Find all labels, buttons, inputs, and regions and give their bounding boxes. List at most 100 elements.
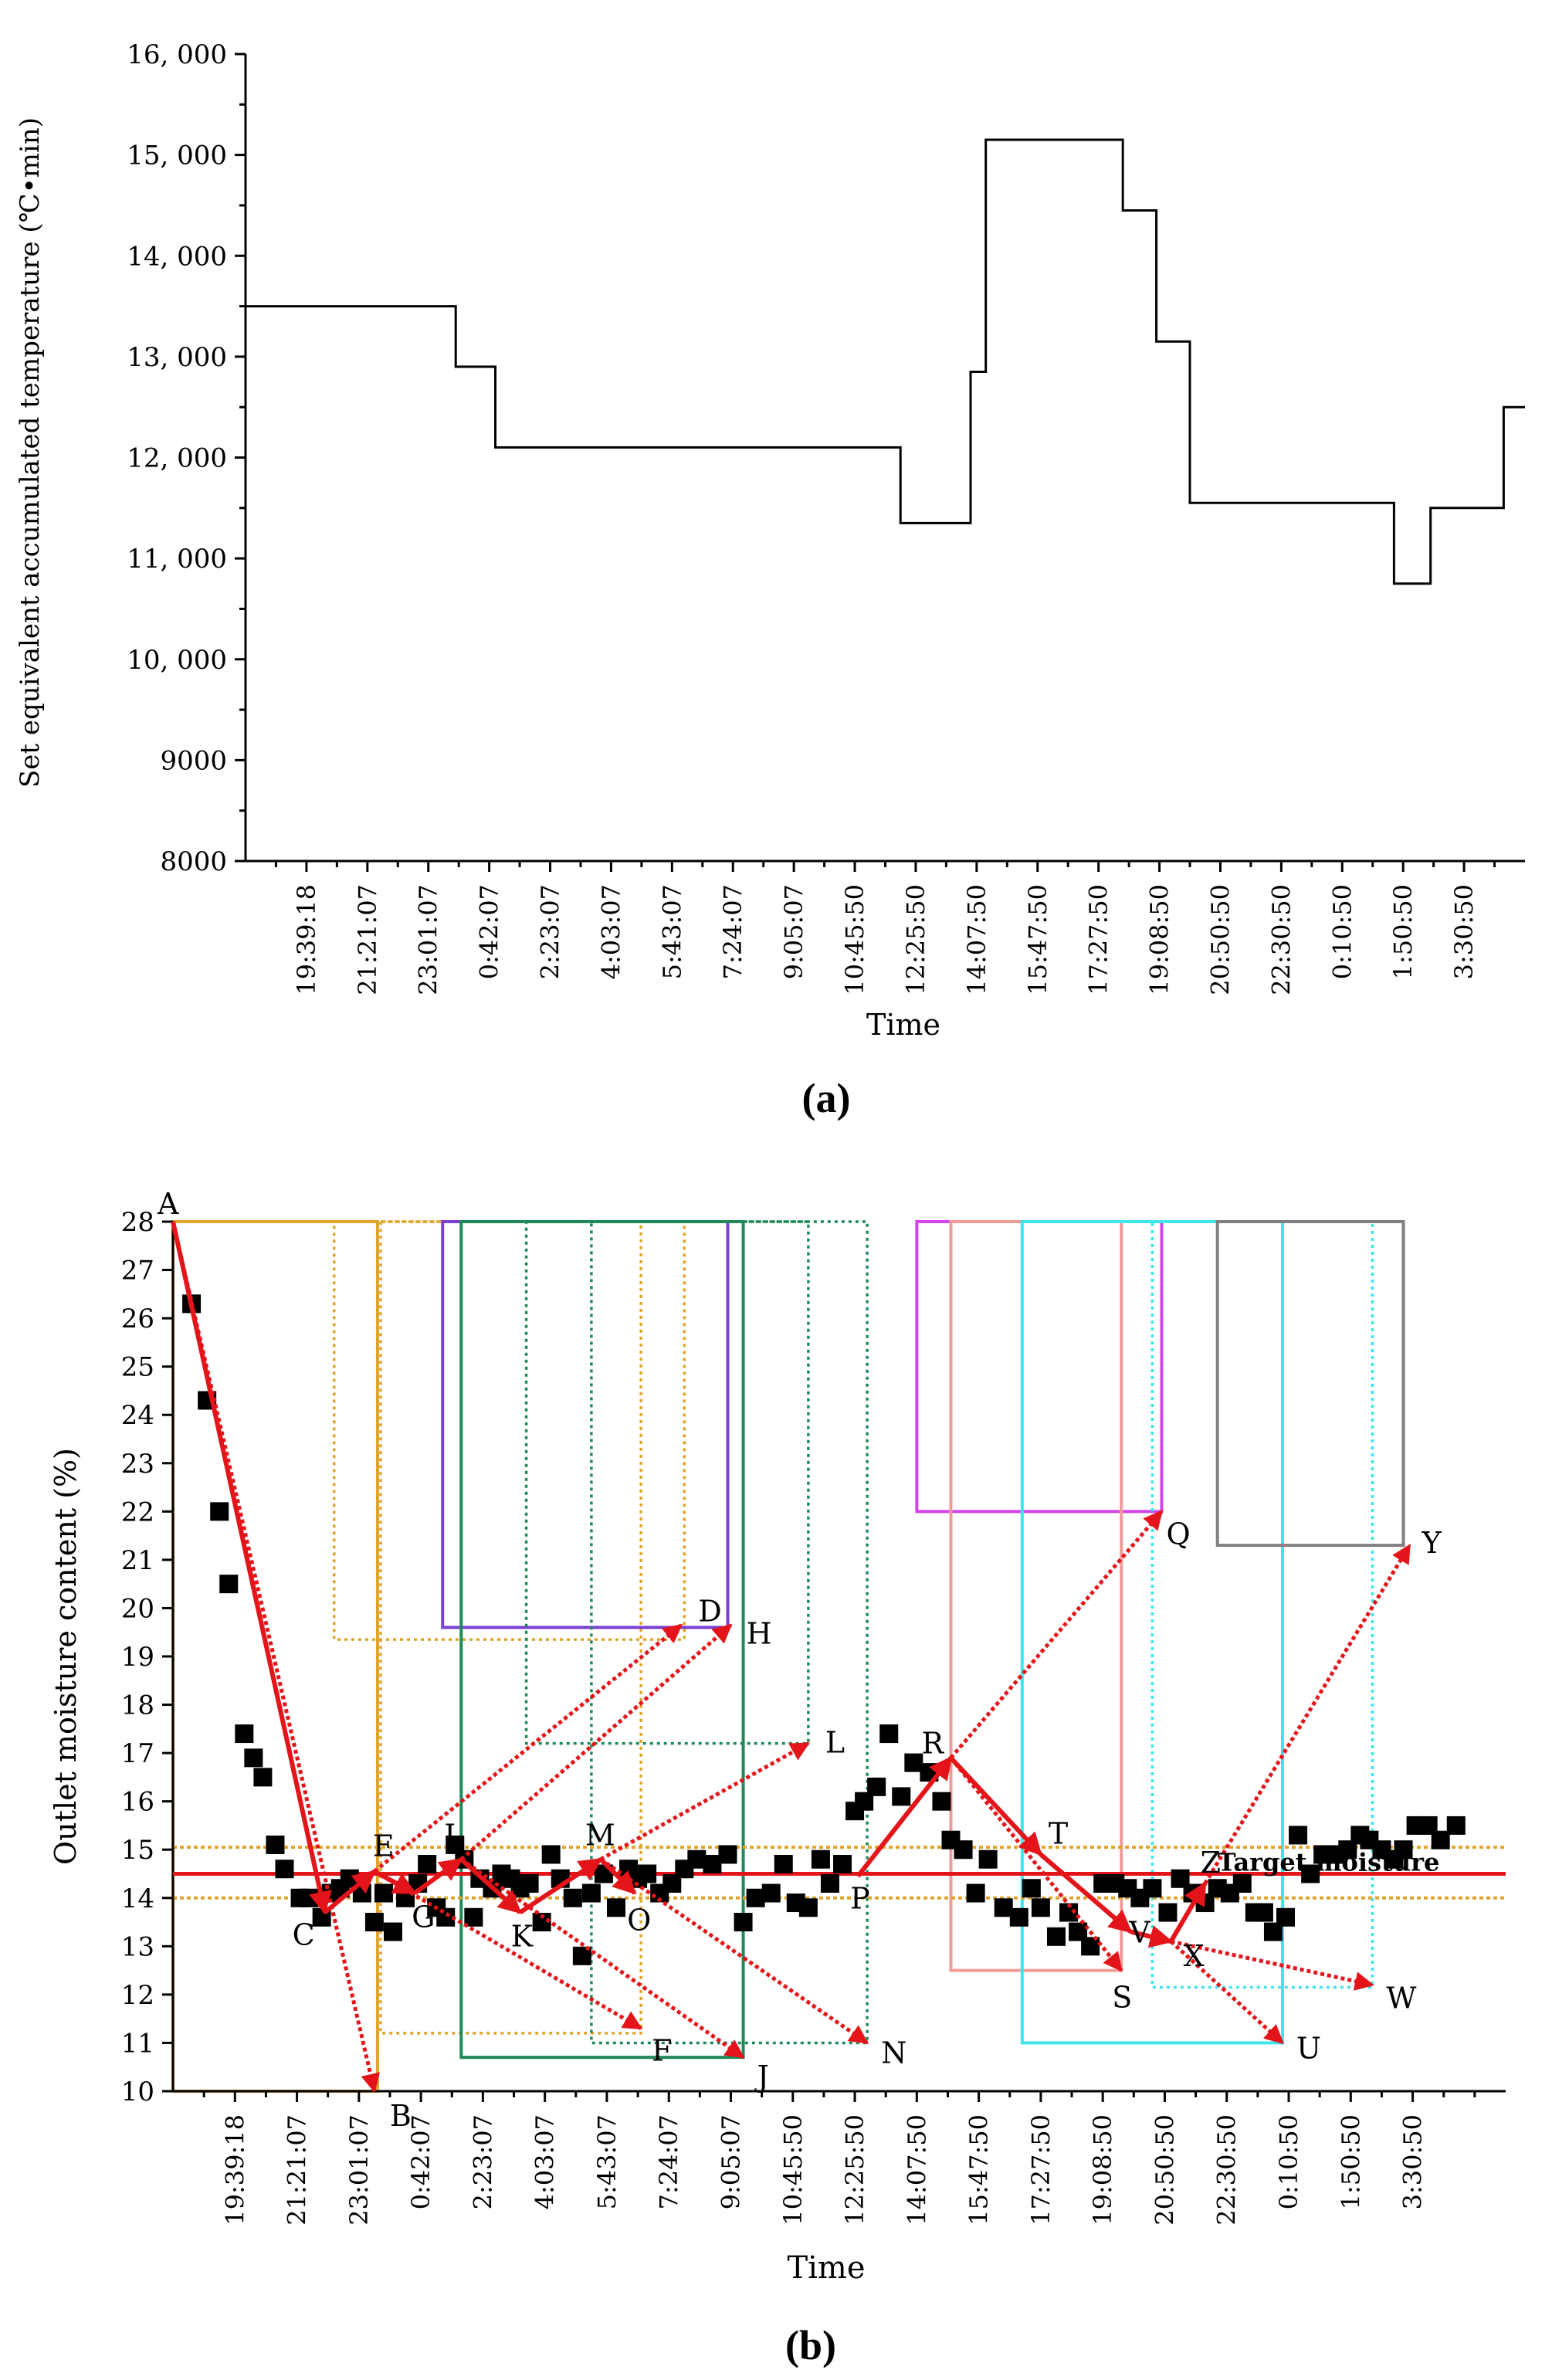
panel-a-y-tick-label: 11, 000 xyxy=(127,544,227,575)
panel-b-scatter-point xyxy=(746,1888,765,1907)
panel-a-x-tick-label: 12:25:50 xyxy=(901,884,930,995)
panel-b-scatter-point xyxy=(798,1898,818,1917)
panel-b-scatter-point xyxy=(300,1888,319,1907)
panel-b-annotation-box xyxy=(915,1220,1164,1514)
panel-b-y-tick-label: 19 xyxy=(121,1642,154,1673)
panel-b-scatter-point xyxy=(606,1898,625,1917)
panel-b-point-label: K xyxy=(511,1920,534,1954)
panel-a-y-tick-label: 16, 000 xyxy=(127,39,227,70)
panel-b-scatter-point xyxy=(520,1874,539,1893)
panel-b-solid-arrow xyxy=(459,1857,522,1914)
panel-b-x-tick-label: 12:25:50 xyxy=(840,2114,869,2226)
panel-b-scatter-point xyxy=(1046,1927,1066,1946)
panel-b-scatter-point xyxy=(219,1575,239,1594)
panel-b-point-label: D xyxy=(698,1594,721,1628)
panel-b-y-tick-label: 18 xyxy=(121,1690,154,1721)
panel-b-scatter-point xyxy=(418,1854,437,1873)
panel-b-scatter-point xyxy=(541,1845,561,1864)
panel-b-scatter-point xyxy=(761,1883,781,1903)
panel-a-x-tick-label: 23:01:07 xyxy=(414,884,443,995)
panel-b-scatter-point xyxy=(1158,1903,1178,1922)
panel-b-annotation-box xyxy=(524,1220,810,1745)
panel-b-point-label: J xyxy=(754,2060,769,2094)
panel-b-y-tick-label: 22 xyxy=(121,1497,154,1527)
panel-b-point-label: E xyxy=(373,1829,395,1863)
panel-b-x-tick-label: 3:30:50 xyxy=(1398,2114,1428,2209)
panel-b-scatter-point xyxy=(734,1913,753,1932)
panel-b-scatter-point xyxy=(1431,1830,1450,1849)
panel-b-y-tick-label: 17 xyxy=(121,1738,154,1769)
panel-b-point-label: M xyxy=(585,1819,615,1853)
panel-b-point-label: U xyxy=(1296,2031,1321,2065)
panel-b-solid-arrow xyxy=(373,1869,417,1896)
panel-b-scatter-point xyxy=(1081,1937,1100,1956)
panel-b-scatter-point xyxy=(253,1768,273,1787)
panel-b-scatter-point xyxy=(811,1849,830,1869)
panel-b-scatter-chart: Outlet moisture content (%) Time (b) 10 1… xyxy=(49,1187,1506,2368)
panel-b-y-tick-label: 15 xyxy=(121,1835,154,1866)
panel-b-scatter-point xyxy=(638,1864,657,1883)
panel-a-x-tick-label: 14:07:50 xyxy=(962,884,991,995)
panel-b-scatter-point xyxy=(978,1849,998,1869)
panel-a-x-tick-label: 3:30:50 xyxy=(1449,884,1479,979)
panel-b-x-tick-label: 1:50:50 xyxy=(1336,2114,1365,2209)
panel-b-scatter-point xyxy=(275,1860,294,1879)
panel-b-x-tick-label: 23:01:07 xyxy=(344,2114,374,2226)
panel-b-x-axis-title: Time xyxy=(787,2250,865,2286)
panel-a-y-axis-title: Set equivalent accumulated temperature (… xyxy=(15,117,46,788)
panel-b-scatter-point xyxy=(1232,1874,1252,1893)
panel-a-x-tick-label: 20:50:50 xyxy=(1205,884,1235,995)
panel-b-solid-arrow xyxy=(598,1857,637,1895)
panel-b-dotted-arrow xyxy=(373,1623,683,1873)
panel-b-dotted-arrow xyxy=(599,1857,869,2045)
panel-b-scatter-point xyxy=(1289,1826,1308,1845)
panel-b-scatter-point xyxy=(1394,1840,1413,1860)
panel-b-target-moisture-label: Target moisture xyxy=(1218,1848,1440,1877)
panel-b-point-label: N xyxy=(881,2036,906,2070)
panel-b-scatter-point xyxy=(563,1888,582,1907)
panel-b-point-label: I xyxy=(444,1819,456,1853)
panel-b-scatter-point xyxy=(436,1907,456,1927)
panel-b-x-tick-label: 15:47:50 xyxy=(964,2114,994,2226)
panel-b-solid-arrow xyxy=(518,1857,603,1915)
panel-b-point-label: V xyxy=(1128,1916,1150,1950)
panel-b-y-tick-label: 28 xyxy=(121,1207,154,1238)
panel-b-y-tick-label: 24 xyxy=(121,1400,154,1431)
panel-b-x-tick-label: 10:45:50 xyxy=(778,2114,808,2226)
panel-b-x-tick-label: 9:05:07 xyxy=(717,2114,746,2209)
panel-b-solid-arrow xyxy=(1039,1853,1133,1934)
panel-a-x-axis-title: Time xyxy=(866,1008,940,1042)
panel-b-solid-arrow xyxy=(1130,1925,1174,1948)
panel-b-scatter-point xyxy=(994,1898,1013,1917)
panel-b-scatter-point xyxy=(1143,1879,1162,1898)
panel-b-point-label: Q xyxy=(1166,1517,1190,1551)
panel-b-dotted-arrow xyxy=(1203,1543,1411,1885)
panel-b-x-tick-label: 20:50:50 xyxy=(1150,2114,1179,2226)
panel-b-label: (b) xyxy=(785,2322,836,2368)
panel-a-y-tick-label: 13, 000 xyxy=(127,342,227,373)
panel-b-x-tick-label: 2:23:07 xyxy=(468,2114,497,2209)
panel-b-x-tick-label: 19:39:18 xyxy=(220,2114,249,2226)
panel-b-annotation-box xyxy=(459,1220,745,2060)
panel-b-scatter-point xyxy=(774,1854,793,1873)
panel-a-x-tick-label: 9:05:07 xyxy=(779,884,808,979)
panel-a-label-letter: a xyxy=(816,1075,837,1121)
panel-b-x-tick-label: 21:21:07 xyxy=(283,2114,312,2226)
panel-a-x-tick-label: 17:27:50 xyxy=(1084,884,1113,995)
panel-a-x-tick-label: 19:39:18 xyxy=(292,884,321,995)
panel-a-x-tick-label: 1:50:50 xyxy=(1388,884,1418,979)
panel-b-scatter-point xyxy=(235,1724,254,1744)
panel-b-y-tick-label: 27 xyxy=(121,1256,154,1287)
panel-b-point-label: P xyxy=(850,1882,870,1916)
panel-b-y-axis-title: Outlet moisture content (%) xyxy=(49,1448,83,1865)
panel-a-y-tick-label: 10, 000 xyxy=(127,645,227,676)
panel-b-dotted-arrow xyxy=(949,1756,1123,1972)
panel-b-y-tick-label: 16 xyxy=(121,1787,154,1818)
panel-b-y-tick-label: 14 xyxy=(121,1883,154,1914)
panel-a-step-chart: Set equivalent accumulated temperature (… xyxy=(15,39,1525,1121)
panel-b-point-label: H xyxy=(747,1616,772,1650)
panel-b-x-tick-label: 14:07:50 xyxy=(902,2114,931,2226)
panel-b-scatter-point xyxy=(904,1753,923,1772)
panel-a-y-tick-label: 9000 xyxy=(160,745,227,776)
